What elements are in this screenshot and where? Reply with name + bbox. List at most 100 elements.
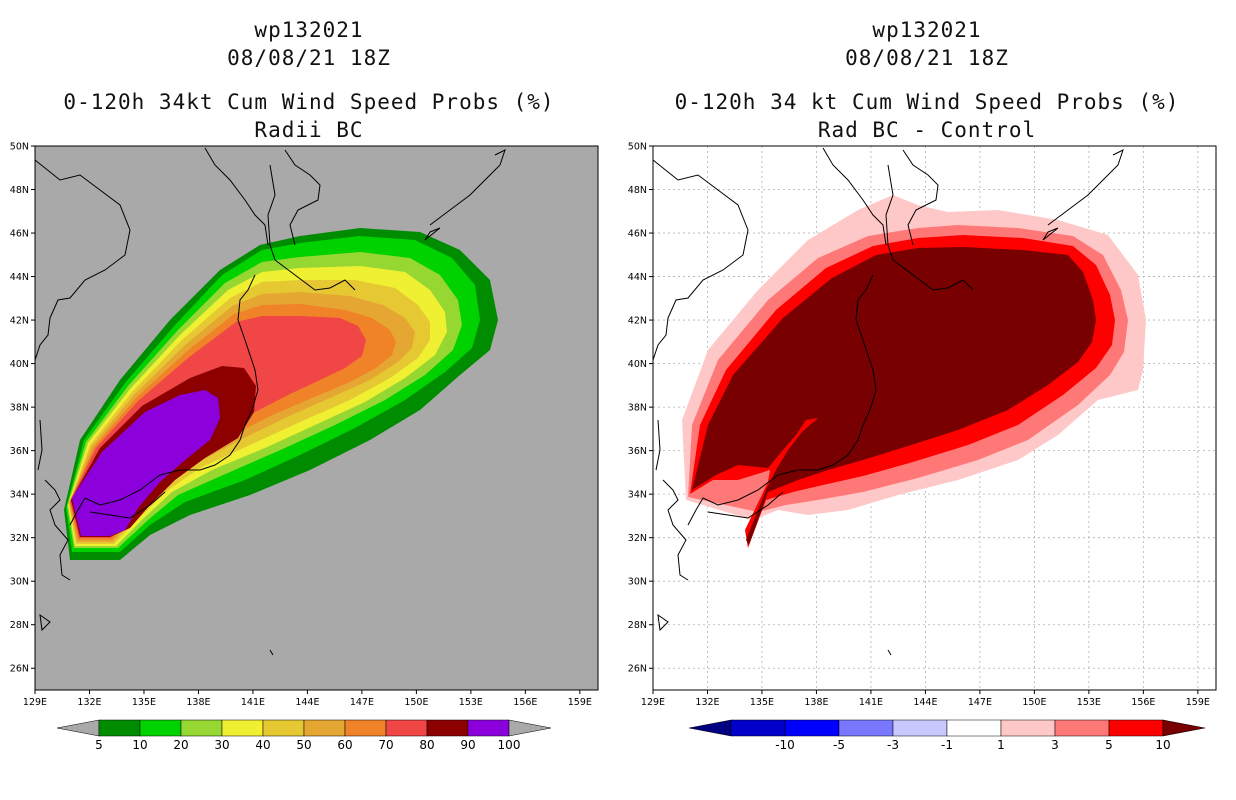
colorbar-label: 40 [255,738,270,752]
x-tick-label: 141E [859,697,883,708]
x-tick-label: 150E [1022,697,1046,708]
y-tick-label: 48N [10,185,29,196]
colorbar-label: 1 [997,738,1005,752]
colorbar-swatch [467,719,510,737]
y-tick-label: 28N [628,620,647,631]
colorbar-label: 5 [1105,738,1113,752]
colorbar-swatch [303,719,346,737]
x-tick-label: 135E [750,697,774,708]
colorbar-label: -10 [775,738,795,752]
colorbar-swatch [1054,719,1110,737]
colorbar-swatch [426,719,469,737]
x-tick-label: 135E [132,697,156,708]
y-tick-label: 36N [628,446,647,457]
x-tick-label: 129E [23,697,47,708]
colorbar-label: 80 [419,738,434,752]
diff-band-10 [692,247,1096,545]
left-colorbar: 5 10 20 30 40 50 60 70 80 90 100 [56,719,552,752]
right-difference-contours [682,195,1146,548]
colorbar-swatch [385,719,428,737]
left-datetime: 08/08/21 18Z [227,46,391,70]
x-tick-label: 132E [695,697,719,708]
colorbar-swatch [1108,719,1164,737]
colorbar-label: -1 [941,738,953,752]
x-tick-label: 156E [513,697,537,708]
colorbar-swatch [784,719,840,737]
colorbar-label: 30 [214,738,229,752]
y-tick-label: 32N [628,533,647,544]
y-tick-label: 50N [10,142,29,153]
x-tick-label: 141E [241,697,265,708]
colorbar-label: 20 [173,738,188,752]
colorbar-low-arrow [56,719,100,737]
x-tick-label: 147E [968,697,992,708]
colorbar-swatch [730,719,786,737]
colorbar-swatch [98,719,141,737]
colorbar-label: 100 [498,738,521,752]
left-storm-id: wp132021 [254,18,364,42]
x-tick-label: 144E [913,697,937,708]
x-tick-label: 132E [77,697,101,708]
y-tick-label: 38N [628,403,647,414]
colorbar-swatch [1000,719,1056,737]
colorbar-swatch [838,719,894,737]
colorbar-high-arrow [1162,719,1206,737]
right-axes: 129E 132E 135E 138E 141E 144E 147E 150E 153E 156E… [628,142,1210,709]
x-tick-label: 150E [404,697,428,708]
y-tick-label: 40N [10,359,29,370]
y-tick-label: 40N [628,359,647,370]
left-coastlines [35,147,506,656]
prob-band-90 [72,390,220,536]
colorbar-label: 50 [296,738,311,752]
colorbar-label: -3 [887,738,899,752]
y-tick-label: 28N [10,620,29,631]
colorbar-label: 90 [460,738,475,752]
right-difference-map: 129E 132E 135E 138E 141E 144E 147E 150E 153E 156E… [628,142,1217,752]
y-tick-label: 26N [10,664,29,675]
y-tick-label: 46N [628,229,647,240]
left-subtitle: Radii BC [254,118,364,142]
x-tick-label: 153E [459,697,483,708]
y-tick-label: 26N [628,664,647,675]
right-plot-frame [652,145,1217,691]
colorbar-swatch [344,719,387,737]
right-colorbar: -10 -5 -3 -1 1 3 5 10 [688,719,1206,752]
colorbar-swatch [221,719,264,737]
x-tick-label: 138E [804,697,828,708]
colorbar-label: 3 [1051,738,1059,752]
colorbar-swatch [139,719,182,737]
y-tick-label: 48N [628,185,647,196]
y-tick-label: 32N [10,533,29,544]
y-tick-label: 46N [10,229,29,240]
y-tick-label: 34N [10,490,29,501]
colorbar-swatch [946,719,1002,737]
colorbar-swatch [262,719,305,737]
y-tick-label: 36N [10,446,29,457]
y-tick-label: 34N [628,490,647,501]
colorbar-swatch [892,719,948,737]
right-datetime: 08/08/21 18Z [845,46,1009,70]
x-tick-label: 144E [295,697,319,708]
y-tick-label: 44N [628,272,647,283]
right-title: 0-120h 34 kt Cum Wind Speed Probs (%) [674,90,1180,114]
x-tick-label: 159E [568,697,592,708]
right-chart-panel: wp132021 08/08/21 18Z 0-120h 34 kt Cum W… [618,0,1236,800]
y-tick-label: 44N [10,272,29,283]
x-tick-label: 129E [641,697,665,708]
left-title: 0-120h 34kt Cum Wind Speed Probs (%) [63,90,555,114]
y-tick-label: 42N [10,316,29,327]
left-probability-map: 129E 132E 135E 138E 141E 144E 147E 150E 153E 156E… [10,142,599,752]
y-tick-label: 30N [628,577,647,588]
right-subtitle: Rad BC - Control [817,118,1037,142]
colorbar-label: 5 [95,738,103,752]
x-tick-label: 159E [1186,697,1210,708]
x-tick-label: 147E [350,697,374,708]
y-tick-label: 42N [628,316,647,327]
left-chart-panel: wp132021 08/08/21 18Z 0-120h 34kt Cum Wi… [10,18,599,752]
colorbar-label: 60 [337,738,352,752]
colorbar-low-arrow [688,719,732,737]
x-tick-label: 138E [186,697,210,708]
y-tick-label: 38N [10,403,29,414]
left-axes: 129E 132E 135E 138E 141E 144E 147E 150E 153E 156E… [10,142,592,709]
right-storm-id: wp132021 [872,18,982,42]
